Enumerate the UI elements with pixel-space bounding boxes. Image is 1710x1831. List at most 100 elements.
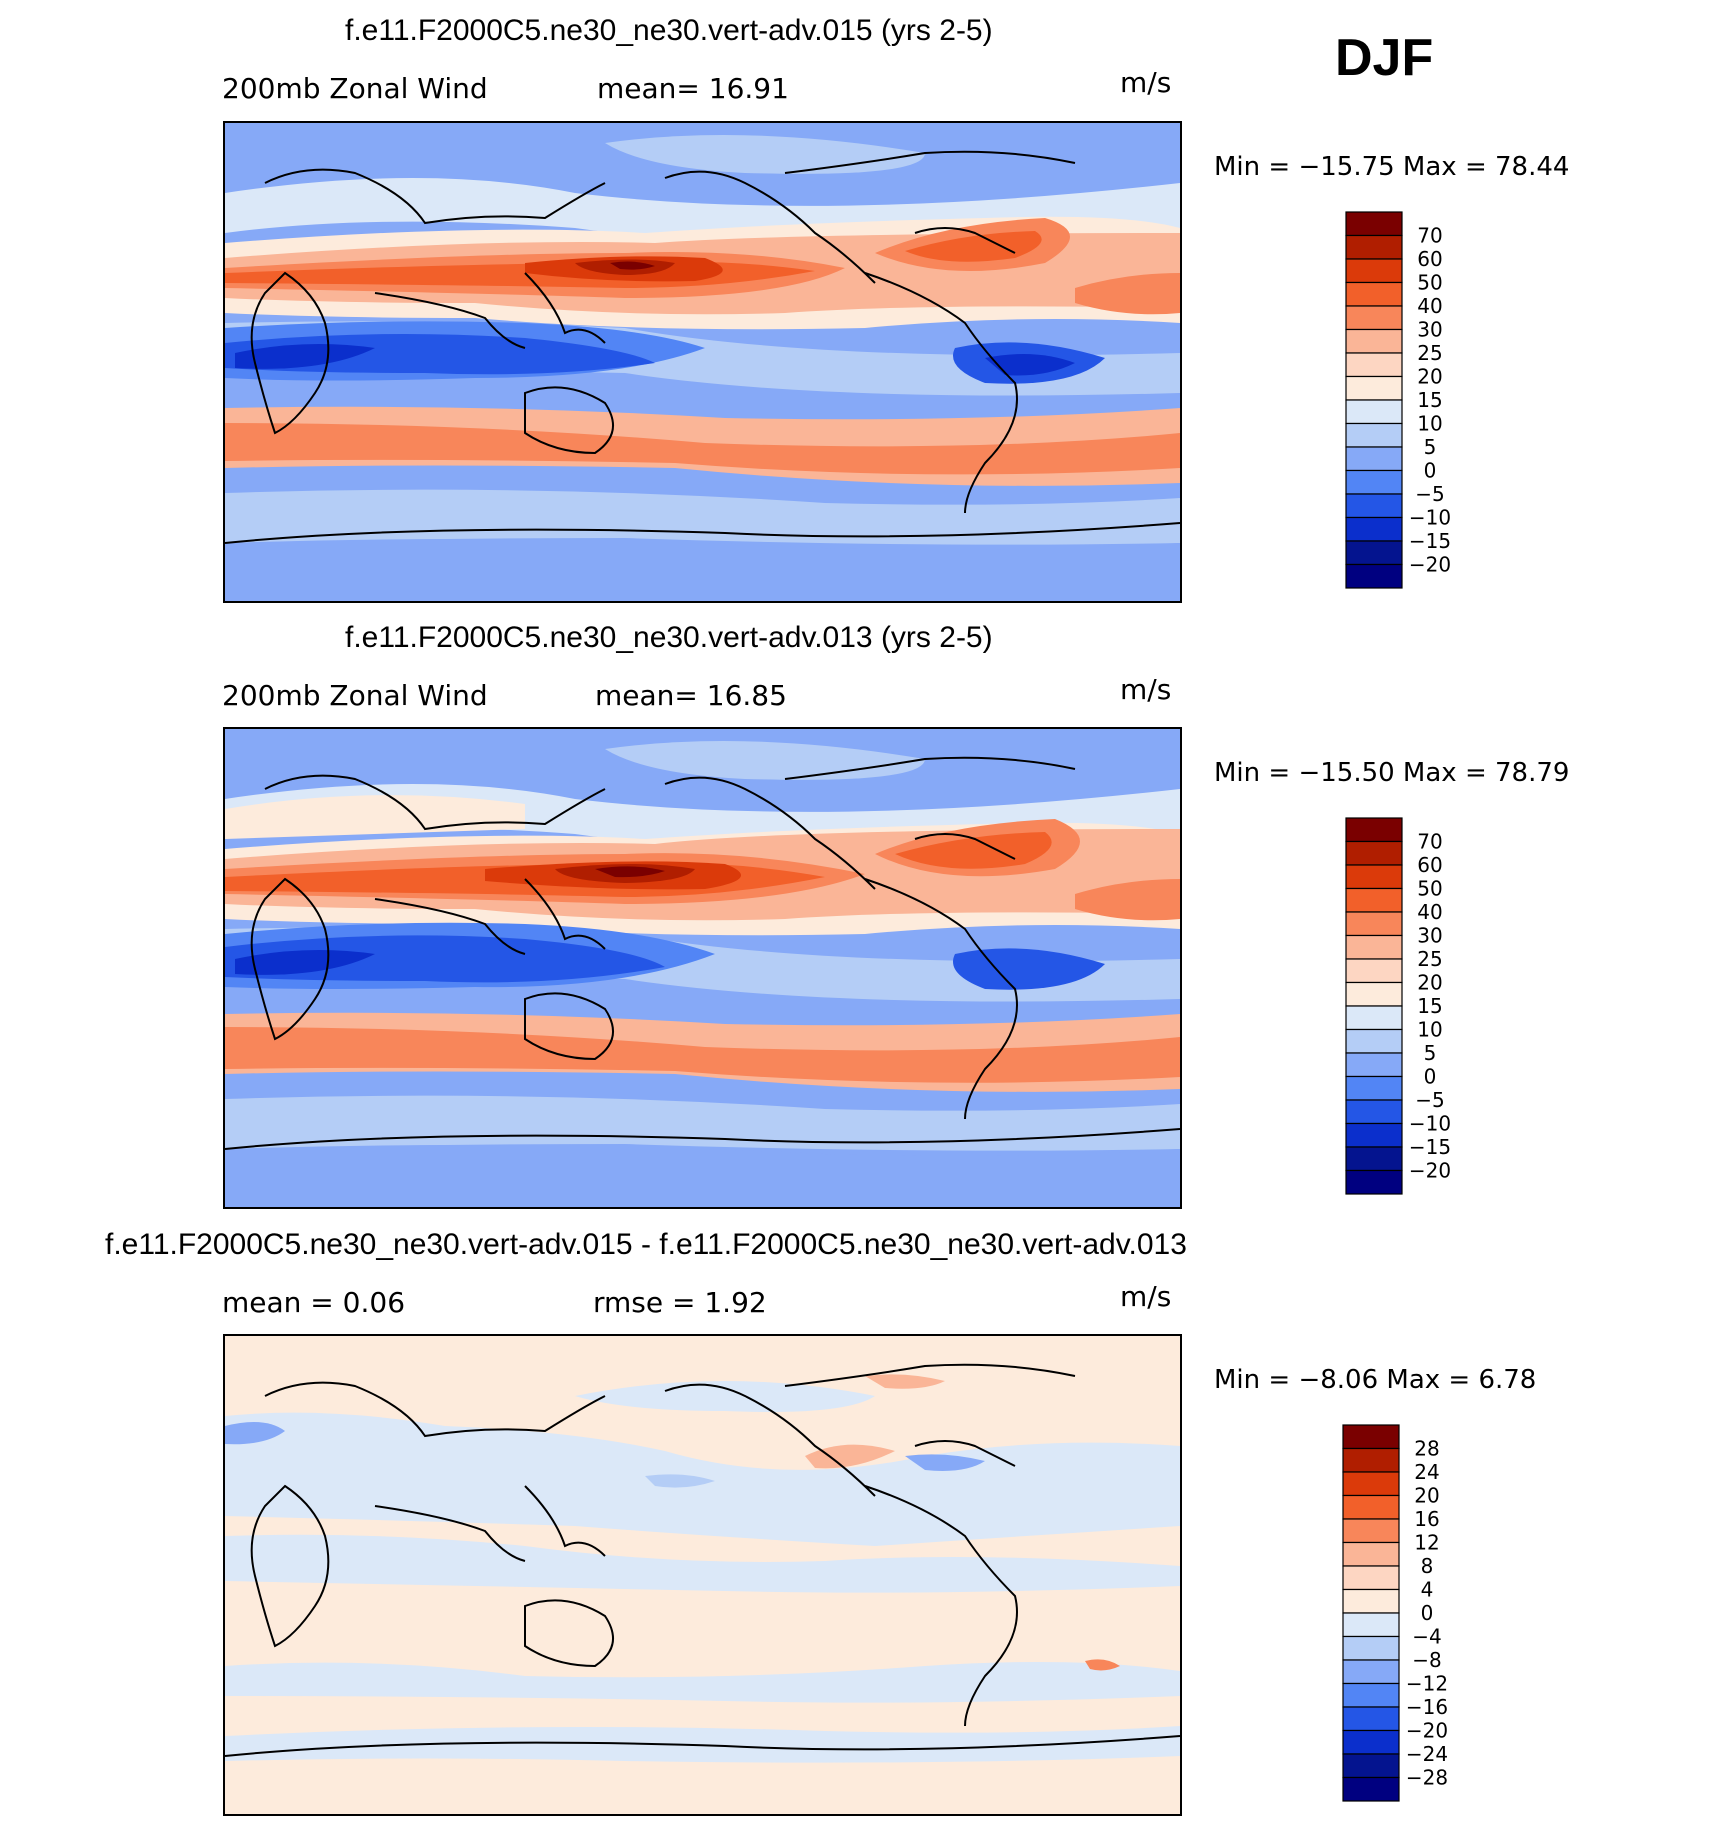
panel-3-mean-label: mean = 0.06: [222, 1286, 406, 1319]
colorbar-swatch: [1345, 1099, 1403, 1125]
panel-1-mean-label: mean= 16.91: [597, 72, 789, 105]
colorbar-tick-label: 25: [1417, 341, 1442, 365]
panel-2-variable-label: 200mb Zonal Wind: [222, 679, 488, 712]
panel-2-coastlines: [225, 756, 1180, 1150]
colorbar-swatch: [1345, 958, 1403, 984]
colorbar-swatch: [1345, 540, 1403, 566]
colorbar-tick-label: 0: [1424, 1065, 1437, 1089]
colorbar-tick-label: −4: [1412, 1625, 1441, 1649]
colorbar-swatch: [1345, 305, 1403, 331]
colorbar-tick-label: 30: [1417, 318, 1442, 342]
colorbar-tick-label: 40: [1417, 294, 1442, 318]
colorbar-swatch: [1345, 469, 1403, 495]
colorbar-tick-label: −24: [1406, 1742, 1448, 1766]
colorbar-swatch: [1342, 1471, 1400, 1497]
colorbar-swatch: [1345, 1075, 1403, 1101]
colorbar-tick-label: 70: [1417, 224, 1442, 248]
panel-1-colorbar: 70 60 50 40 30 25 20 15 10 5 0 −5 −10 −15 −20: [1345, 211, 1456, 592]
colorbar-swatch: [1342, 1424, 1400, 1450]
colorbar-tick-label: 20: [1417, 365, 1442, 389]
colorbar-swatch: [1345, 934, 1403, 960]
panel-3-colorbar: 28 24 20 16 12 8 4 0 −4 −8 −12 −16 −20 −24 −28: [1342, 1424, 1453, 1805]
panel-1-title: f.e11.F2000C5.ne30_ne30.vert-adv.015 (yr…: [345, 14, 993, 47]
colorbar-swatch: [1345, 211, 1403, 237]
colorbar-swatch: [1342, 1729, 1400, 1755]
panel-2-title: f.e11.F2000C5.ne30_ne30.vert-adv.013 (yr…: [345, 621, 993, 654]
colorbar-swatch: [1342, 1565, 1400, 1591]
colorbar-swatch: [1342, 1447, 1400, 1473]
season-label: DJF: [1335, 29, 1434, 87]
colorbar-tick-label: −10: [1409, 506, 1451, 530]
colorbar-tick-label: −8: [1412, 1648, 1441, 1672]
panel-3-rmse-label: rmse = 1.92: [593, 1286, 767, 1319]
panel-1-map: [223, 121, 1182, 603]
colorbar-tick-label: 15: [1417, 388, 1442, 412]
colorbar-swatch: [1345, 887, 1403, 913]
panel-3-title: f.e11.F2000C5.ne30_ne30.vert-adv.015 - f…: [105, 1228, 1187, 1261]
colorbar-tick-label: −12: [1406, 1672, 1448, 1696]
colorbar-tick-label: −5: [1415, 1088, 1444, 1112]
colorbar-swatch: [1345, 352, 1403, 378]
colorbar-tick-label: 60: [1417, 853, 1442, 877]
panel-3-map: [223, 1334, 1182, 1816]
colorbar-tick-label: 8: [1421, 1554, 1434, 1578]
colorbar-swatch: [1345, 399, 1403, 425]
panel-3-coastlines: [225, 1363, 1180, 1757]
colorbar-swatch: [1342, 1541, 1400, 1567]
colorbar-swatch: [1345, 1052, 1403, 1078]
colorbar-swatch: [1345, 981, 1403, 1007]
colorbar-tick-label: 4: [1421, 1578, 1434, 1602]
colorbar-swatch: [1345, 563, 1403, 589]
panel-2-wind-field: [225, 729, 1180, 1207]
panel-2-colorbar: 70 60 50 40 30 25 20 15 10 5 0 −5 −10 −15 −20: [1345, 817, 1456, 1198]
colorbar-tick-label: 12: [1414, 1531, 1439, 1555]
colorbar-tick-label: 50: [1417, 877, 1442, 901]
colorbar-swatch: [1345, 258, 1403, 284]
colorbar-swatch: [1342, 1612, 1400, 1638]
colorbar-tick-label: −15: [1409, 1135, 1451, 1159]
colorbar-tick-label: 70: [1417, 830, 1442, 854]
panel-2-map-svg: [225, 729, 1180, 1207]
colorbar-tick-label: −20: [1409, 1159, 1451, 1183]
colorbar-tick-label: 0: [1421, 1601, 1434, 1625]
colorbar-tick-label: −20: [1406, 1719, 1448, 1743]
colorbar-tick-label: 24: [1414, 1460, 1439, 1484]
colorbar-swatch: [1345, 864, 1403, 890]
colorbar-swatch: [1345, 516, 1403, 542]
panel-1-coastlines: [225, 150, 1180, 544]
colorbar-swatch: [1345, 1122, 1403, 1148]
colorbar-tick-label: 40: [1417, 900, 1442, 924]
colorbar-swatch: [1345, 375, 1403, 401]
colorbar-tick-label: 0: [1424, 459, 1437, 483]
colorbar-swatch: [1342, 1753, 1400, 1779]
panel-2-map: [223, 727, 1182, 1209]
colorbar-tick-label: −28: [1406, 1766, 1448, 1790]
panel-2-minmax: Min = −15.50 Max = 78.79: [1214, 758, 1570, 788]
colorbar-swatch: [1345, 1005, 1403, 1031]
colorbar-swatch: [1345, 1146, 1403, 1172]
colorbar-tick-label: −16: [1406, 1695, 1448, 1719]
colorbar-swatch: [1342, 1659, 1400, 1685]
colorbar-tick-label: −10: [1409, 1112, 1451, 1136]
colorbar-swatch: [1345, 1169, 1403, 1195]
colorbar-swatch: [1342, 1494, 1400, 1520]
colorbar-tick-label: 20: [1414, 1484, 1439, 1508]
colorbar-swatch: [1345, 840, 1403, 866]
colorbar-tick-label: 10: [1417, 412, 1442, 436]
colorbar-tick-label: 5: [1424, 1041, 1437, 1065]
panel-3-units: m/s: [1120, 1280, 1172, 1313]
colorbar-swatch: [1345, 422, 1403, 448]
panel-1-wind-field: [225, 123, 1180, 601]
colorbar-swatch: [1345, 493, 1403, 519]
colorbar-swatch: [1342, 1588, 1400, 1614]
panel-1-units: m/s: [1120, 66, 1172, 99]
panel-3-difference-field: [225, 1336, 1180, 1814]
colorbar-tick-label: 28: [1414, 1437, 1439, 1461]
colorbar-swatch: [1342, 1682, 1400, 1708]
colorbar-swatch: [1342, 1706, 1400, 1732]
colorbar-tick-label: −20: [1409, 553, 1451, 577]
colorbar-tick-label: −5: [1415, 482, 1444, 506]
colorbar-swatch: [1345, 281, 1403, 307]
colorbar-tick-label: 50: [1417, 271, 1442, 295]
